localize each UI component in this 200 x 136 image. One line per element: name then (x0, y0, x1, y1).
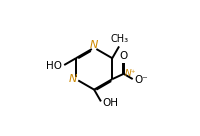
Text: O: O (120, 52, 128, 61)
Text: OH: OH (103, 98, 119, 108)
Text: O⁻: O⁻ (135, 75, 148, 85)
Text: N: N (90, 40, 98, 50)
Text: HO: HO (46, 61, 62, 71)
Text: N: N (69, 74, 78, 84)
Text: N⁺: N⁺ (124, 69, 136, 78)
Text: CH₃: CH₃ (110, 34, 128, 44)
